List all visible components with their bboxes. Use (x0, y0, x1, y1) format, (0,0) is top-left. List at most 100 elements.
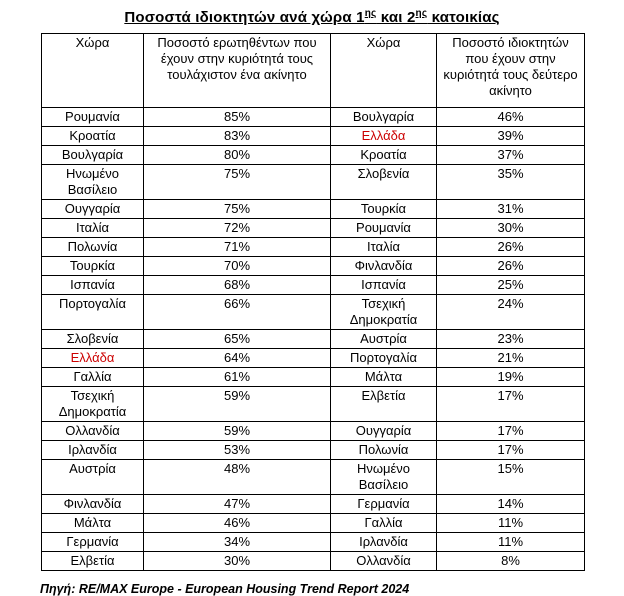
country-cell-left: Σλοβενία (41, 329, 144, 349)
country-cell-left: Ισπανία (41, 275, 144, 295)
country-cell-left: Ιρλανδία (41, 440, 144, 460)
percentage-cell-left: 53% (143, 440, 331, 460)
country-cell-left: Ρουμανία (41, 107, 144, 127)
percentage-cell-left: 61% (143, 367, 331, 387)
country-cell-left: Ιταλία (41, 218, 144, 238)
country-cell-right: Σλοβενία (330, 164, 437, 200)
country-cell-left: Αυστρία (41, 459, 144, 495)
country-cell-right: Ουγγαρία (330, 421, 437, 441)
title-text-segment: κατοικίας (427, 9, 500, 26)
title-superscript: ης (415, 8, 428, 19)
percentage-cell-right: 8% (436, 551, 585, 571)
percentage-cell-right: 26% (436, 237, 585, 257)
ownership-table: Χώρα Ποσοστό ερωτηθέντων που έχουν στην … (41, 33, 585, 571)
country-cell-left: Πορτογαλία (41, 294, 144, 330)
country-cell-right: Βουλγαρία (330, 107, 437, 127)
page-title: Ποσοστά ιδιοκτητών ανά χώρα 1ης και 2ης … (0, 8, 624, 26)
percentage-cell-left: 46% (143, 513, 331, 533)
country-cell-right: Μάλτα (330, 367, 437, 387)
percentage-cell-left: 47% (143, 494, 331, 514)
percentage-cell-right: 17% (436, 386, 585, 422)
source-note: Πηγή: RE/MAX Europe - European Housing T… (40, 582, 410, 596)
percentage-cell-left: 48% (143, 459, 331, 495)
table-row: Ρουμανία 85% Βουλγαρία 46% (41, 107, 585, 127)
table-row: Γερμανία 34% Ιρλανδία 11% (41, 532, 585, 552)
table-row: Τσεχική Δημοκρατία 59% Ελβετία 17% (41, 386, 585, 422)
country-cell-right: Τουρκία (330, 199, 437, 219)
country-cell-left: Ελλάδα (41, 348, 144, 368)
percentage-cell-left: 66% (143, 294, 331, 330)
country-cell-right: Ηνωμένο Βασίλειο (330, 459, 437, 495)
table-row: Μάλτα 46% Γαλλία 11% (41, 513, 585, 533)
country-cell-left: Γερμανία (41, 532, 144, 552)
country-cell-right: Ελλάδα (330, 126, 437, 146)
country-cell-right: Πορτογαλία (330, 348, 437, 368)
percentage-cell-right: 39% (436, 126, 585, 146)
country-cell-right: Γαλλία (330, 513, 437, 533)
table-row: Τουρκία 70% Φινλανδία 26% (41, 256, 585, 276)
country-cell-left: Πολωνία (41, 237, 144, 257)
percentage-cell-left: 64% (143, 348, 331, 368)
percentage-cell-right: 37% (436, 145, 585, 165)
percentage-cell-right: 24% (436, 294, 585, 330)
table-row: Ελλάδα 64% Πορτογαλία 21% (41, 348, 585, 368)
country-cell-left: Ηνωμένο Βασίλειο (41, 164, 144, 200)
percentage-cell-left: 75% (143, 164, 331, 200)
percentage-cell-right: 23% (436, 329, 585, 349)
table-row: Ολλανδία 59% Ουγγαρία 17% (41, 421, 585, 441)
percentage-cell-right: 11% (436, 532, 585, 552)
country-cell-right: Κροατία (330, 145, 437, 165)
percentage-cell-right: 46% (436, 107, 585, 127)
country-cell-right: Ιρλανδία (330, 532, 437, 552)
table-row: Ελβετία 30% Ολλανδία 8% (41, 551, 585, 571)
percentage-cell-right: 17% (436, 440, 585, 460)
percentage-cell-right: 25% (436, 275, 585, 295)
percentage-cell-left: 85% (143, 107, 331, 127)
percentage-cell-left: 68% (143, 275, 331, 295)
percentage-cell-left: 72% (143, 218, 331, 238)
percentage-cell-right: 21% (436, 348, 585, 368)
country-cell-left: Ελβετία (41, 551, 144, 571)
title-text-segment: και 2 (376, 9, 416, 26)
percentage-cell-left: 83% (143, 126, 331, 146)
country-cell-left: Κροατία (41, 126, 144, 146)
percentage-cell-right: 14% (436, 494, 585, 514)
table-row: Ουγγαρία 75% Τουρκία 31% (41, 199, 585, 219)
country-cell-right: Ρουμανία (330, 218, 437, 238)
country-cell-left: Τσεχική Δημοκρατία (41, 386, 144, 422)
percentage-cell-left: 80% (143, 145, 331, 165)
header-cell-first-home-pct: Ποσοστό ερωτηθέντων που έχουν στην κυριό… (143, 33, 331, 108)
table-header-row: Χώρα Ποσοστό ερωτηθέντων που έχουν στην … (41, 33, 585, 108)
table-row: Ιρλανδία 53% Πολωνία 17% (41, 440, 585, 460)
header-cell-country-right: Χώρα (330, 33, 437, 108)
country-cell-left: Βουλγαρία (41, 145, 144, 165)
country-cell-right: Γερμανία (330, 494, 437, 514)
country-cell-left: Φινλανδία (41, 494, 144, 514)
header-cell-second-home-pct: Ποσοστό ιδιοκτητών που έχουν στην κυριότ… (436, 33, 585, 108)
percentage-cell-left: 65% (143, 329, 331, 349)
percentage-cell-left: 59% (143, 386, 331, 422)
table-row: Ισπανία 68% Ισπανία 25% (41, 275, 585, 295)
percentage-cell-right: 31% (436, 199, 585, 219)
table-row: Αυστρία 48% Ηνωμένο Βασίλειο 15% (41, 459, 585, 495)
percentage-cell-left: 59% (143, 421, 331, 441)
table-row: Φινλανδία 47% Γερμανία 14% (41, 494, 585, 514)
percentage-cell-right: 19% (436, 367, 585, 387)
header-cell-country-left: Χώρα (41, 33, 144, 108)
country-cell-right: Ισπανία (330, 275, 437, 295)
table-row: Κροατία 83% Ελλάδα 39% (41, 126, 585, 146)
percentage-cell-right: 30% (436, 218, 585, 238)
table-row: Σλοβενία 65% Αυστρία 23% (41, 329, 585, 349)
percentage-cell-left: 30% (143, 551, 331, 571)
table-row: Πολωνία 71% Ιταλία 26% (41, 237, 585, 257)
percentage-cell-left: 70% (143, 256, 331, 276)
percentage-cell-right: 15% (436, 459, 585, 495)
country-cell-right: Ελβετία (330, 386, 437, 422)
country-cell-right: Φινλανδία (330, 256, 437, 276)
country-cell-left: Μάλτα (41, 513, 144, 533)
table-row: Βουλγαρία 80% Κροατία 37% (41, 145, 585, 165)
percentage-cell-left: 71% (143, 237, 331, 257)
percentage-cell-right: 26% (436, 256, 585, 276)
table-row: Ιταλία 72% Ρουμανία 30% (41, 218, 585, 238)
title-superscript: ης (364, 8, 377, 19)
